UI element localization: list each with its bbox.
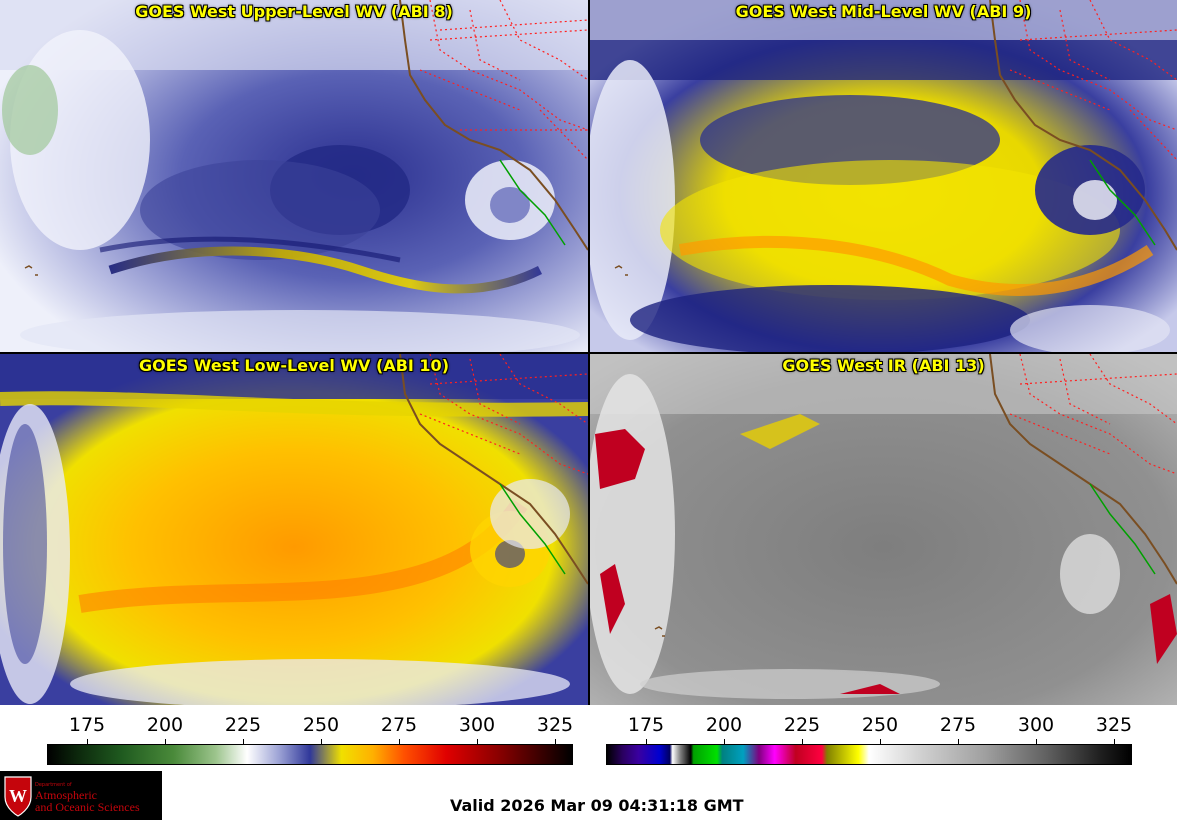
wv-tick-label: 250 [302, 714, 340, 736]
aos-logo: W Department of Atmospheric and Oceanic … [0, 771, 162, 820]
wv-tick-label: 275 [380, 714, 418, 736]
upper-level-wv-image [0, 0, 588, 352]
mid-level-wv-image [590, 0, 1177, 352]
panel-divider-horizontal [0, 352, 1177, 354]
mid-level-wv-panel: GOES West Mid-Level WV (ABI 9) [590, 0, 1177, 352]
ir-colorbar [606, 744, 1132, 765]
ir-tick-label: 300 [1017, 714, 1055, 736]
upper-level-wv-panel: GOES West Upper-Level WV (ABI 8) [0, 0, 588, 352]
low-level-wv-panel: GOES West Low-Level WV (ABI 10) [0, 354, 588, 705]
wv-tick-label: 200 [146, 714, 184, 736]
ir-tick-label: 325 [1095, 714, 1133, 736]
wv-tick-label: 175 [68, 714, 106, 736]
wv-tick-label: 225 [224, 714, 262, 736]
ir-tick-label: 225 [783, 714, 821, 736]
wv-tick-label: 325 [536, 714, 574, 736]
panel-title: GOES West Mid-Level WV (ABI 9) [735, 2, 1032, 21]
ir-tick-label: 250 [861, 714, 899, 736]
low-level-wv-image [0, 354, 588, 705]
panel-title: GOES West Low-Level WV (ABI 10) [138, 356, 449, 375]
wv-colorbar [47, 744, 573, 765]
logo-line2: and Oceanic Sciences [35, 800, 140, 814]
valid-time: Valid 2026 Mar 09 04:31:18 GMT [450, 796, 744, 815]
uw-crest-icon: W [4, 776, 32, 817]
panel-title: GOES West IR (ABI 13) [782, 356, 985, 375]
logo-dept-text: Department of [35, 782, 72, 788]
ir-tick-label: 275 [939, 714, 977, 736]
logo-line1: Atmospheric [35, 788, 97, 802]
ir-panel: GOES West IR (ABI 13) [590, 354, 1177, 705]
ir-tick-label: 200 [705, 714, 743, 736]
panel-title: GOES West Upper-Level WV (ABI 8) [135, 2, 453, 21]
ir-tick-label: 175 [627, 714, 665, 736]
svg-text:W: W [9, 786, 27, 806]
ir-image [590, 354, 1177, 705]
wv-tick-label: 300 [458, 714, 496, 736]
